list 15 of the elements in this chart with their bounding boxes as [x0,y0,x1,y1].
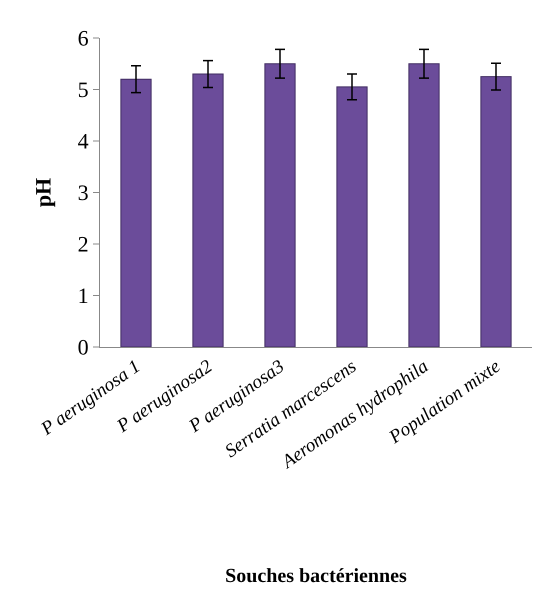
bar [336,86,368,347]
y-tick-label: 0 [78,334,89,360]
y-tick-label: 5 [78,77,89,102]
bar [120,78,152,347]
y-axis-title: pH [30,178,56,208]
bar [408,63,440,347]
y-tick-label: 6 [78,26,89,51]
y-tick-label: 1 [78,283,89,308]
bar [192,74,224,347]
y-tick-label: 3 [78,180,89,206]
y-tick-label: 4 [78,128,89,154]
bar [264,63,296,347]
bar [480,76,512,347]
x-axis-title: Souches bactériennes [225,565,408,587]
y-tick-label: 2 [78,232,89,257]
